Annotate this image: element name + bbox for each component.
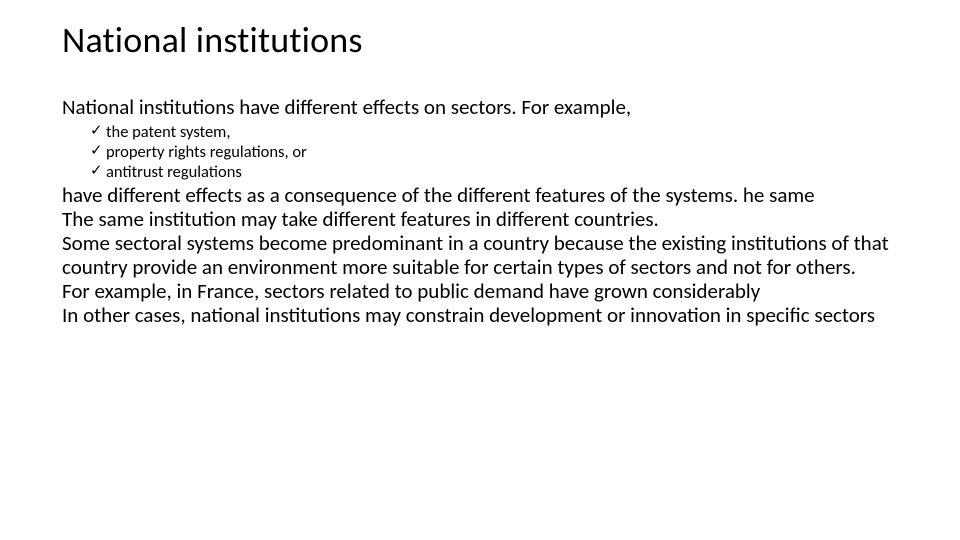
list-item: the patent system, — [90, 122, 900, 142]
list-item: property rights regulations, or — [90, 142, 900, 162]
paragraph: The same institution may take different … — [62, 208, 900, 232]
slide-body: National institutions have different eff… — [62, 96, 900, 328]
paragraph: have different effects as a consequence … — [62, 184, 900, 208]
intro-line: National institutions have different eff… — [62, 96, 900, 120]
paragraph: For example, in France, sectors related … — [62, 280, 900, 304]
slide-title: National institutions — [62, 18, 900, 62]
bullet-list: the patent system, property rights regul… — [62, 122, 900, 182]
paragraph: In other cases, national institutions ma… — [62, 304, 900, 328]
list-item-text: property rights regulations, or — [106, 142, 307, 162]
list-item-text: antitrust regulations — [106, 162, 242, 182]
slide: National institutions National instituti… — [0, 0, 960, 540]
list-item: antitrust regulations — [90, 162, 900, 182]
paragraph: Some sectoral systems become predominant… — [62, 232, 900, 280]
list-item-text: the patent system, — [106, 122, 230, 142]
